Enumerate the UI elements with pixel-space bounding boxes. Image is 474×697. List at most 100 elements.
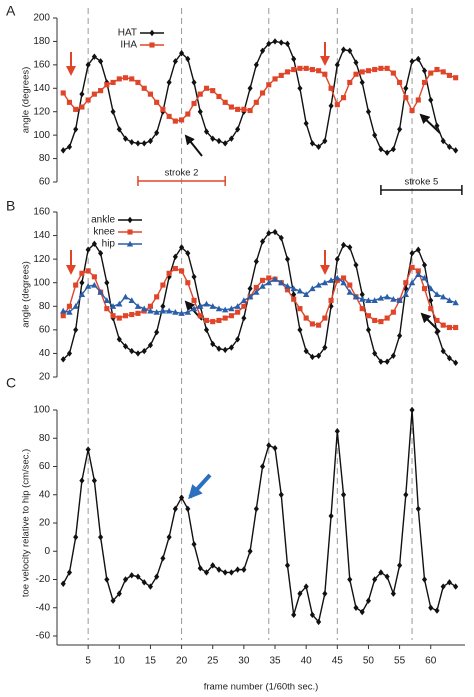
marker: [172, 253, 178, 260]
marker: [79, 90, 85, 98]
marker: [284, 255, 291, 263]
y-tick-label: 160: [33, 207, 50, 218]
marker: [321, 279, 329, 286]
marker: [390, 146, 396, 153]
marker: [284, 287, 291, 293]
marker: [353, 71, 359, 77]
marker: [372, 350, 378, 357]
marker: [147, 91, 153, 97]
marker: [172, 266, 178, 272]
marker: [241, 314, 247, 322]
y-axis-label: angle (degrees): [21, 67, 32, 134]
marker: [160, 303, 166, 310]
marker: [291, 611, 297, 619]
marker: [353, 604, 359, 611]
marker: [427, 285, 434, 292]
marker: [316, 143, 322, 151]
marker: [197, 108, 203, 115]
marker: [347, 244, 353, 251]
x-tick-label: 30: [238, 656, 250, 667]
legend-label: hip: [102, 239, 116, 250]
marker: [266, 40, 272, 47]
marker: [291, 296, 297, 302]
arrow: [420, 312, 441, 333]
marker: [78, 291, 86, 298]
marker: [378, 319, 384, 325]
marker: [98, 88, 104, 94]
marker: [60, 356, 66, 363]
marker: [222, 99, 228, 105]
marker: [347, 79, 353, 85]
marker: [172, 308, 179, 315]
marker: [147, 137, 153, 145]
marker: [116, 76, 122, 82]
marker: [203, 128, 210, 135]
marker: [378, 569, 384, 576]
x-tick-label: 55: [394, 656, 406, 667]
marker: [85, 246, 91, 253]
marker: [284, 562, 291, 569]
marker: [446, 579, 452, 586]
marker: [79, 270, 85, 276]
marker: [297, 326, 303, 334]
marker: [253, 61, 259, 69]
marker: [316, 618, 322, 626]
marker: [384, 149, 390, 156]
arrow: [188, 473, 212, 500]
marker: [259, 283, 266, 289]
marker: [247, 548, 253, 555]
marker: [384, 65, 390, 71]
y-tick-label: 40: [39, 348, 51, 359]
marker: [408, 279, 416, 286]
marker: [359, 306, 365, 312]
marker: [222, 569, 228, 576]
marker: [197, 91, 203, 97]
marker: [253, 99, 259, 105]
marker: [246, 293, 254, 300]
marker: [359, 79, 365, 86]
marker: [322, 344, 328, 351]
marker: [129, 138, 135, 146]
marker: [266, 82, 272, 88]
marker: [453, 583, 459, 590]
marker: [190, 305, 198, 312]
marker: [109, 303, 117, 309]
marker: [365, 326, 372, 334]
marker: [147, 303, 153, 309]
marker: [172, 505, 178, 513]
marker: [384, 573, 390, 580]
marker: [278, 491, 284, 498]
marker: [340, 241, 347, 249]
marker: [446, 72, 452, 78]
marker: [116, 300, 123, 307]
marker: [315, 281, 322, 288]
marker: [73, 326, 79, 334]
marker: [128, 297, 135, 303]
marker: [98, 250, 104, 257]
y-tick-label: 60: [39, 177, 51, 188]
marker: [278, 39, 284, 46]
marker: [129, 347, 135, 355]
x-tick-label: 35: [269, 656, 281, 667]
marker: [309, 140, 315, 147]
marker: [172, 58, 178, 65]
marker: [110, 597, 116, 604]
marker: [372, 131, 378, 139]
marker: [322, 137, 328, 145]
marker: [116, 126, 122, 133]
marker: [371, 297, 378, 303]
marker: [384, 358, 390, 365]
y-tick-label: 140: [33, 230, 50, 241]
marker: [60, 307, 67, 314]
marker: [185, 250, 191, 257]
marker: [440, 69, 446, 75]
marker: [365, 68, 372, 74]
marker: [428, 306, 434, 312]
marker: [159, 307, 167, 314]
marker: [446, 324, 452, 331]
marker: [203, 569, 210, 576]
marker: [397, 126, 403, 133]
marker: [253, 288, 260, 295]
y-tick-label: 120: [33, 106, 50, 117]
y-tick-label: -40: [36, 602, 51, 613]
